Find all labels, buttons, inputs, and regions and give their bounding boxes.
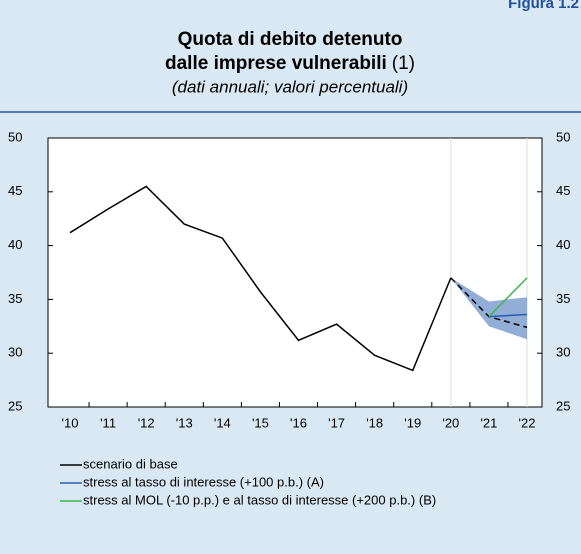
y-tick-label: 35 [8,291,22,306]
x-tick-label: '15 [252,415,269,430]
x-tick-label: '12 [138,415,155,430]
y2-tick-label: 35 [556,291,570,306]
x-tick-label: '20 [442,415,459,430]
y2-tick-label: 25 [556,398,570,413]
title-line: dalle imprese vulnerabili [165,53,387,74]
y2-tick-label: 50 [556,129,570,144]
line [488,277,528,318]
y-tick-label: 30 [8,345,22,360]
legend-label: stress al tasso di interesse (+100 p.b.)… [83,474,324,489]
x-tick-label: '22 [519,415,536,430]
chart-subtitle: (dati annuali; valori percentuali) [172,77,408,96]
chart-title: dalle imprese vulnerabili (1) [165,53,415,74]
y-tick-label: 50 [8,129,22,144]
x-tick-label: '13 [176,415,193,430]
y2-tick-label: 40 [556,237,570,252]
y-tick-label: 40 [8,237,22,252]
chart-title: Quota di debito detenuto [178,29,403,50]
x-tick-label: '17 [328,415,345,430]
band [450,277,527,340]
legend-label: stress al MOL (-10 p.p.) e al tasso di i… [83,492,436,507]
legend-label: scenario di base [83,456,178,471]
figure-label: Figura 1.2 [508,0,579,12]
x-tick-label: '11 [100,415,116,430]
y2-tick-label: 45 [556,183,570,198]
x-tick-label: '18 [366,415,383,430]
y-tick-label: 25 [8,398,22,413]
line [488,313,528,318]
plot-area [47,137,543,408]
y2-tick-label: 30 [556,345,570,360]
x-tick-label: '16 [290,415,307,430]
line [69,185,452,372]
x-tick-label: '10 [62,415,79,430]
x-tick-label: '14 [214,415,231,430]
x-tick-label: '21 [480,415,497,430]
x-tick-label: '19 [404,415,421,430]
y-tick-label: 45 [8,183,22,198]
title-note: (1) [392,53,415,74]
